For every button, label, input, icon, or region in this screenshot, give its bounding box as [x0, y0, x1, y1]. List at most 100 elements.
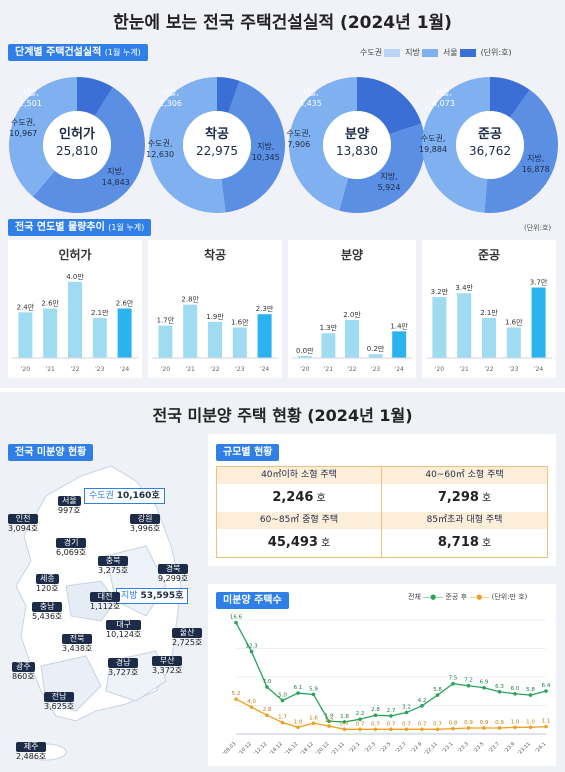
scale-cell-value: 2,246 — [272, 490, 314, 505]
donut-slice-서울 — [77, 77, 113, 117]
bar-'24 — [257, 314, 272, 358]
bar-tick-label: '20 — [435, 366, 444, 373]
unsold-title: 전국 미분양 주택 현황 (2024년 1월) — [152, 406, 413, 425]
trend-tick-label: '10.12 — [238, 741, 253, 756]
trend-point-label: 1.7 — [278, 715, 287, 721]
trend-point — [544, 689, 548, 693]
trend-point — [265, 685, 269, 689]
scale-cell-label: 85㎡초과 대형 주택 — [382, 512, 547, 529]
map-region-value: 1,112호 — [90, 602, 121, 611]
trend-point-label: 3.2 — [402, 705, 411, 711]
donut-section-tag-label: 단계별 주택건설실적 — [15, 47, 102, 58]
trend-point-label: 0.9 — [480, 720, 489, 726]
map-region-강원: 강원 3,996호 — [130, 514, 161, 534]
trend-legend-unit: (단위:만 호) — [491, 593, 528, 601]
legend-unit: (단위:호) — [480, 48, 512, 57]
bar-value-label: 4.0만 — [66, 272, 84, 281]
trend-point — [327, 719, 331, 724]
page-title: 한눈에 보는 전국 주택건설실적 (2024년 1월) — [113, 13, 452, 33]
trend-point-label: 0.9 — [464, 720, 473, 726]
trend-tick-label: '21.11 — [331, 741, 346, 756]
bar-panel-permit: 인허가 2.4만 '20 2.6만 '21 4.0만 '22 2.1만 '23 2.6만 '24 — [8, 240, 142, 378]
bar-value-label: 1.7만 — [157, 316, 175, 325]
trend-point — [528, 725, 533, 730]
trend-tick-label: '18.12 — [300, 741, 315, 756]
scale-grid: 40㎡이하 소형 주택 2,246 호 40~60㎡ 소형 주택 7,298 호 6… — [216, 466, 548, 558]
map-region-충북: 충북 3,275호 — [98, 556, 129, 576]
donut-label-서울: 서울, 4,073 — [432, 88, 455, 108]
map-region-name: 경북 — [158, 564, 189, 574]
bar-section-tag-sub: (1월 누계) — [108, 223, 145, 232]
trend-tick-label: '22.11 — [424, 741, 439, 756]
trend-point-label: 6.0 — [511, 686, 520, 692]
scale-cell-small-40: 40㎡이하 소형 주택 2,246 호 — [217, 467, 382, 512]
donut-label-수도권: 수도권, 19,884 — [419, 133, 448, 154]
donut-section-tag: 단계별 주택건설실적 (1월 누계) — [8, 44, 148, 61]
trend-point-label: 0.7 — [356, 721, 365, 727]
bar-'21 — [457, 293, 472, 358]
donut-complete: 서울, 4,073 지방, 16,878 수도권, 19,884 준공 36,762 — [419, 75, 560, 215]
trend-point — [404, 710, 409, 715]
donut-slice-지방 — [221, 80, 286, 213]
bar-unit: (단위:호) — [524, 224, 552, 232]
donut-svg — [289, 77, 425, 213]
trend-tick-label: '22.5 — [379, 741, 392, 754]
trend-point — [358, 717, 362, 722]
map-region-name: 충남 — [32, 602, 63, 612]
trend-point — [435, 693, 440, 697]
trend-point — [280, 720, 285, 725]
trend-point — [342, 720, 347, 724]
trend-point — [342, 727, 347, 732]
donut-hole — [183, 111, 251, 179]
donut-label-수도권: 수도권, 7,906 — [286, 129, 312, 149]
bar-value-label: 2.4만 — [17, 302, 35, 311]
bar-panel-title: 준공 — [477, 248, 501, 262]
trend-point-label: 1.1 — [542, 719, 551, 725]
scale-cell-unit: 호 — [481, 493, 492, 504]
map-region-대구: 대구 10,124호 — [106, 620, 142, 640]
trend-point-label: 0.7 — [340, 721, 349, 727]
trend-point-label: 5.2 — [232, 691, 241, 697]
scale-cell-label: 40㎡이하 소형 주택 — [217, 467, 381, 484]
map-region-value: 10,124호 — [106, 630, 142, 639]
bar-value-label: 0.2만 — [367, 344, 385, 353]
trend-point-label: 5.0 — [278, 692, 287, 698]
map-region-name: 울산 — [172, 628, 203, 638]
donut-slice-수도권 — [149, 77, 226, 213]
trend-point — [513, 691, 517, 696]
donut-center-name: 인허가 — [59, 127, 95, 142]
map-region-value: 860호 — [12, 672, 35, 681]
trend-point-label: 0.9 — [495, 720, 504, 726]
map-region-name: 전북 — [62, 634, 93, 644]
donut-legend: 수도권 지방 서울 (단위:호) — [360, 47, 512, 58]
map-region-value: 2,486호 — [16, 752, 47, 761]
donut-slice-지방 — [484, 89, 558, 213]
scale-cell-value: 8,718 — [437, 535, 479, 550]
bar-value-label: 3.2만 — [431, 287, 449, 296]
map-region-name: 광주 — [12, 662, 35, 672]
map-region-value: 3,438호 — [62, 644, 93, 653]
donut-section-tag-sub: (1월 누계) — [104, 48, 141, 57]
trend-tick-label: '22.3 — [364, 741, 377, 754]
trend-tick-label: '16.12 — [284, 741, 299, 756]
donut-center-name: 분양 — [345, 127, 369, 142]
map-region-경남: 경남 3,727호 — [108, 658, 139, 678]
map-region-value: 3,727호 — [108, 668, 139, 677]
donut-center-total: 25,810 — [56, 144, 98, 158]
trend-point — [249, 649, 254, 654]
donut-label-지방: 지방, 10,345 — [251, 141, 280, 162]
map-region-name: 대전 — [90, 592, 121, 602]
donut-label-서울: 서울, 2,501 — [19, 88, 42, 108]
trend-tick-label: '23.1 — [441, 741, 454, 754]
legend-provincial: 지방 — [405, 47, 438, 58]
scale-cell-unit: 호 — [320, 538, 331, 549]
bar-tick-label: '20 — [300, 366, 309, 373]
trend-point — [249, 705, 254, 709]
trend-point-label: 1.8 — [340, 714, 349, 720]
bar-'22 — [68, 281, 82, 358]
scale-cell-small-60: 40~60㎡ 소형 주택 7,298 호 — [382, 467, 547, 512]
bar-tick-label: '23 — [235, 366, 244, 373]
bar-tick-label: '23 — [95, 366, 104, 373]
bar-svg: 1.7만 '20 2.8만 '21 1.9만 '22 1.6만 '23 2.3만 '24 — [152, 295, 278, 373]
donut-center-total: 36,762 — [469, 144, 511, 158]
